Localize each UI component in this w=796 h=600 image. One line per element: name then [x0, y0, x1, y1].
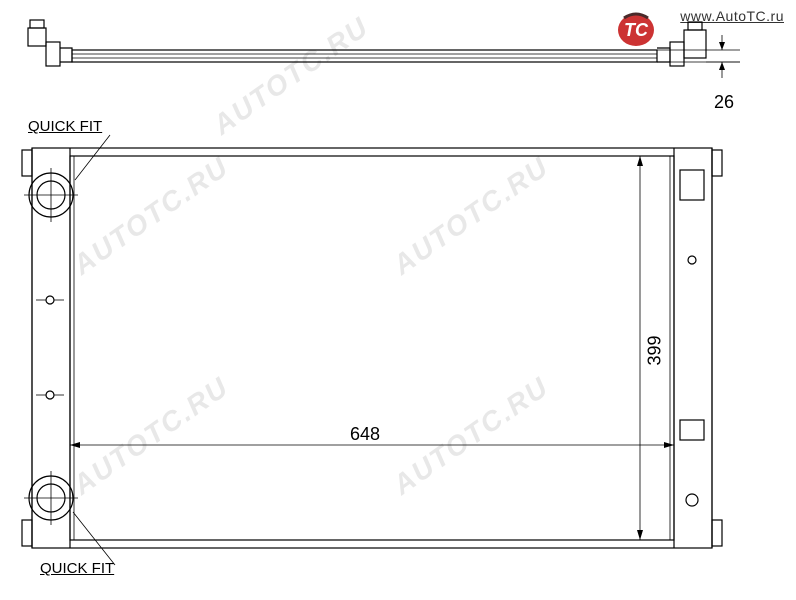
diagram-container: AUTOTC.RU AUTOTC.RU AUTOTC.RU AUTOTC.RU …	[0, 0, 796, 600]
dim-height: 399	[645, 335, 666, 365]
dim-width: 648	[350, 424, 380, 445]
dim-depth: 26	[714, 92, 734, 113]
technical-drawing	[0, 0, 796, 600]
quick-fit-label-bottom: QUICK FIT	[40, 560, 114, 577]
quick-fit-label-top: QUICK FIT	[28, 118, 102, 135]
